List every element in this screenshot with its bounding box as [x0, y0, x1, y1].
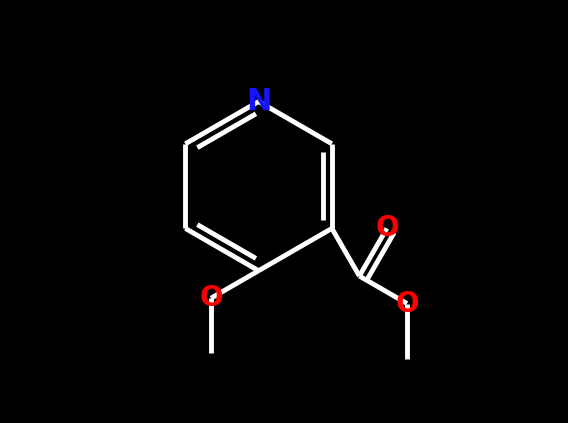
- Text: O: O: [395, 289, 419, 318]
- Text: O: O: [199, 284, 223, 312]
- Text: N: N: [246, 87, 272, 116]
- Text: O: O: [375, 214, 399, 242]
